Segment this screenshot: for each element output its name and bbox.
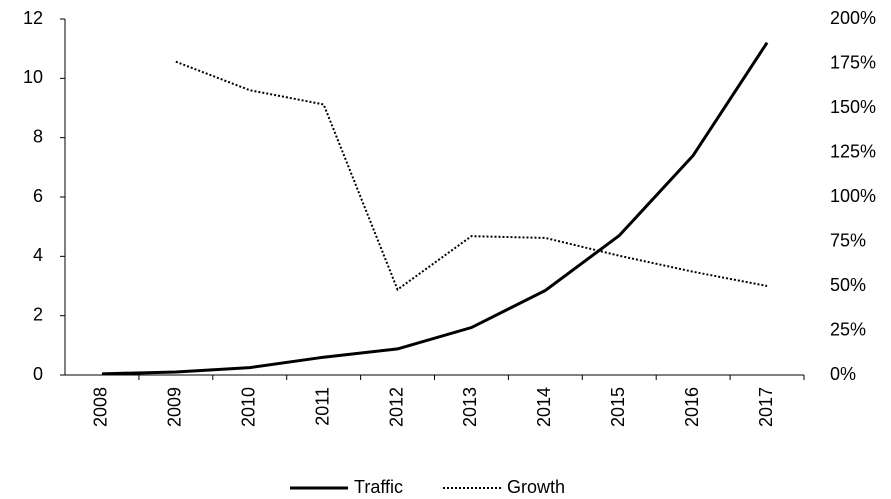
- legend-label: Growth: [507, 477, 565, 497]
- y2-tick-label: 100%: [830, 186, 876, 206]
- y-tick-label: 0: [33, 364, 43, 384]
- y-tick-label: 8: [33, 126, 43, 146]
- x-tick-label: 2015: [608, 387, 628, 427]
- x-tick-label: 2010: [239, 387, 259, 427]
- x-tick-label: 2016: [682, 387, 702, 427]
- y-tick-label: 6: [33, 186, 43, 206]
- series-line: [101, 41, 769, 376]
- y2-tick-label: 125%: [830, 141, 876, 161]
- legend-label: Traffic: [354, 477, 403, 497]
- y2-tick-label: 200%: [830, 8, 876, 28]
- x-tick-label: 2011: [312, 387, 332, 426]
- y2-tick-label: 0%: [830, 364, 856, 384]
- y-tick-label: 2: [33, 304, 43, 324]
- series-line: [175, 60, 768, 292]
- x-tick-label: 2017: [756, 387, 776, 427]
- x-tick-label: 2008: [91, 387, 111, 427]
- y2-tick-label: 150%: [830, 97, 876, 117]
- y-tick-label: 10: [23, 67, 43, 87]
- y-tick-label: 12: [23, 8, 43, 28]
- y2-tick-label: 175%: [830, 52, 876, 72]
- x-tick-label: 2012: [386, 387, 406, 427]
- y2-tick-label: 25%: [830, 319, 866, 339]
- x-tick-label: 2009: [165, 387, 185, 427]
- x-tick-label: 2014: [534, 387, 554, 427]
- y2-tick-label: 50%: [830, 275, 866, 295]
- y-tick-label: 4: [33, 245, 43, 265]
- y2-tick-label: 75%: [830, 230, 866, 250]
- x-tick-label: 2013: [460, 387, 480, 427]
